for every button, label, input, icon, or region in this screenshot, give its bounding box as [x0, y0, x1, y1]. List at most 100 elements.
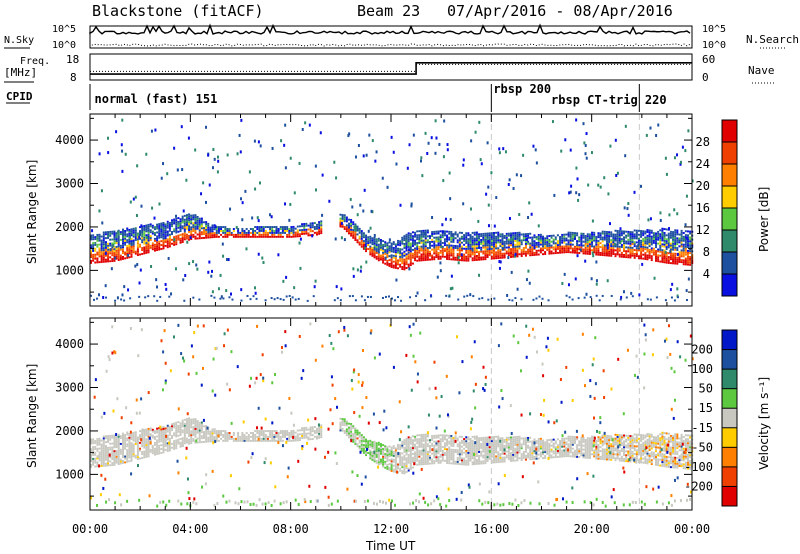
power-scatter [603, 176, 606, 180]
power-cell [460, 245, 463, 248]
power-cell [371, 252, 374, 255]
velocity-cell [426, 454, 429, 457]
power-cell [437, 248, 440, 251]
power-scatter [211, 166, 214, 170]
power-cell [629, 246, 632, 249]
velocity-cell [360, 447, 363, 450]
velocity-cell [160, 426, 163, 429]
power-cell [111, 254, 114, 257]
velocity-cell [94, 465, 97, 468]
power-scatter [167, 256, 170, 260]
power-scatter [121, 169, 124, 173]
power-cell [529, 250, 532, 253]
velocity-cell [371, 453, 374, 455]
power-cell [198, 221, 201, 224]
power-cell [181, 227, 184, 230]
power-cell [578, 238, 581, 241]
velocity-cell [360, 439, 363, 442]
nsky-label: N.Sky [4, 35, 34, 46]
power-cell [173, 228, 176, 231]
power-cell [531, 254, 534, 257]
power-cell [450, 246, 453, 249]
velocity-cell [130, 446, 133, 449]
power-cell [537, 253, 540, 256]
velocity-cell [126, 458, 129, 461]
power-cell [98, 251, 101, 254]
power-cell [460, 259, 463, 262]
power-cell [318, 232, 321, 235]
power-cell [388, 255, 391, 258]
power-near-range [547, 299, 550, 302]
power-cell [576, 240, 579, 243]
power-cell [121, 248, 124, 251]
velocity-cell [458, 451, 461, 454]
velocity-cell [107, 460, 110, 463]
velocity-cell [96, 461, 99, 464]
velocity-cell [153, 441, 156, 444]
power-scatter [450, 274, 453, 278]
velocity-cell [149, 448, 152, 451]
power-cell [401, 254, 404, 257]
power-cell [469, 249, 472, 252]
power-cell [422, 245, 425, 248]
velocity-cell [458, 443, 461, 446]
velocity-cell [379, 462, 382, 465]
power-cell [350, 232, 353, 235]
power-cell [147, 235, 150, 238]
power-cell [298, 233, 301, 236]
power-scatter [349, 197, 352, 201]
velocity-cell [217, 439, 220, 442]
power-cell [595, 253, 598, 256]
power-cell [136, 246, 139, 249]
power-cell [298, 225, 301, 228]
power-cell [659, 235, 662, 238]
velocity-cell [467, 463, 470, 466]
power-cell [623, 230, 626, 233]
velocity-cell [318, 429, 321, 431]
power-scatter [241, 218, 244, 222]
velocity-cell [388, 451, 391, 454]
power-cell [92, 246, 95, 249]
power-cell [503, 244, 506, 247]
power-near-range [619, 298, 622, 301]
power-scatter [91, 229, 94, 233]
power-scatter [129, 200, 132, 204]
power-cell [386, 250, 389, 253]
velocity-cell [433, 454, 436, 457]
velocity-cell [365, 442, 368, 445]
power-cell [416, 246, 419, 248]
velocity-cell [290, 433, 293, 436]
cpid-text: rbsp CT-trig 220 [551, 93, 667, 107]
velocity-cell [121, 446, 124, 449]
power-cell [164, 225, 167, 228]
velocity-cell [190, 422, 193, 425]
power-cell [347, 232, 350, 235]
power-cell [262, 229, 265, 232]
velocity-cell [443, 436, 446, 439]
power-cell [441, 251, 444, 254]
power-cell [179, 218, 182, 221]
power-cell [497, 255, 500, 258]
power-cell [382, 247, 385, 250]
power-scatter [253, 139, 256, 143]
power-cell [258, 229, 261, 232]
power-cell [467, 247, 470, 250]
power-cell [145, 242, 148, 245]
velocity-cell [411, 466, 414, 469]
power-cell [249, 235, 252, 238]
velocity-cell [441, 438, 444, 441]
velocity-cell [100, 451, 103, 454]
power-cell [407, 232, 410, 235]
power-cell [339, 223, 342, 226]
power-cell [224, 229, 227, 232]
velocity-cell [401, 466, 404, 469]
velocity-cell [286, 432, 289, 434]
velocity-cell [220, 437, 223, 440]
power-cell [627, 240, 630, 243]
power-cell [100, 235, 103, 238]
power-cell [403, 262, 406, 265]
power-cell [339, 221, 342, 224]
power-cell [448, 246, 451, 249]
power-cell [578, 236, 581, 239]
power-cell [676, 237, 679, 240]
